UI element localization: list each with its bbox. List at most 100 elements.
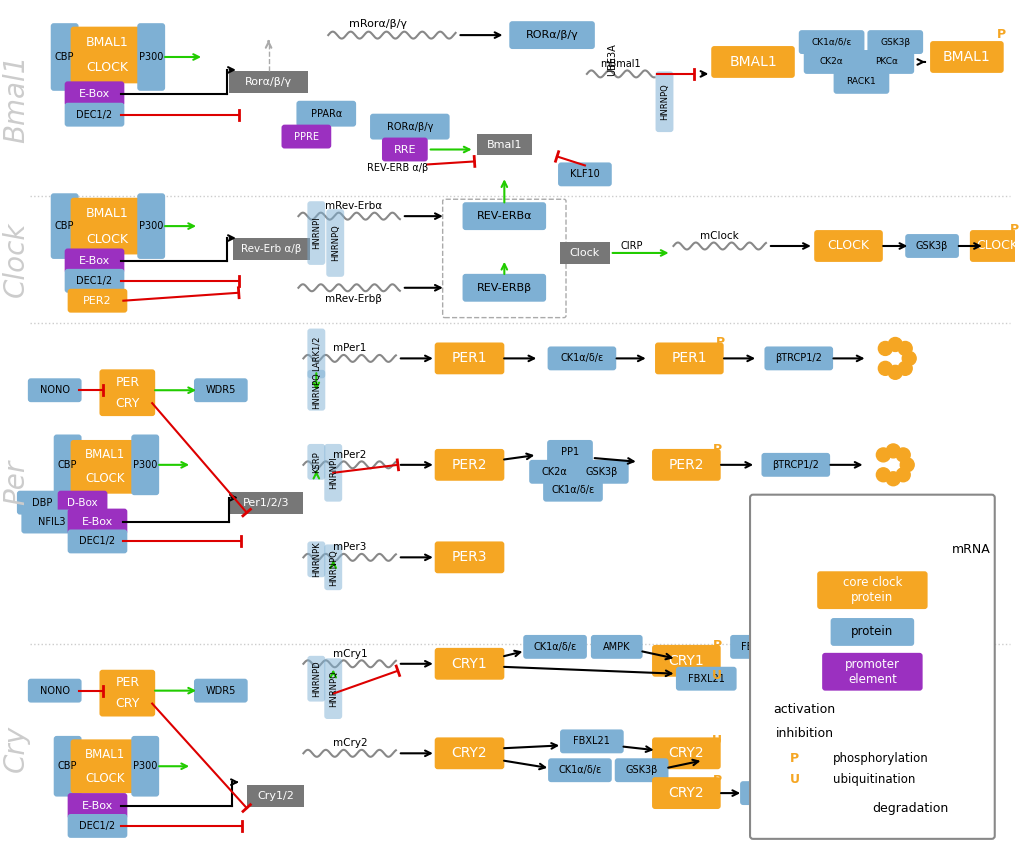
Circle shape bbox=[785, 789, 803, 807]
Circle shape bbox=[805, 789, 822, 807]
Text: DEC1/2: DEC1/2 bbox=[79, 821, 115, 831]
FancyBboxPatch shape bbox=[307, 329, 325, 378]
Circle shape bbox=[877, 361, 892, 375]
Text: CK1α/δ/ε: CK1α/δ/ε bbox=[811, 37, 851, 47]
Text: HNRNPQ: HNRNPQ bbox=[328, 670, 337, 707]
Text: P: P bbox=[1009, 222, 1018, 235]
Text: promoter
element: promoter element bbox=[844, 658, 899, 686]
Text: E-Box: E-Box bbox=[82, 801, 113, 811]
FancyBboxPatch shape bbox=[821, 653, 922, 691]
FancyBboxPatch shape bbox=[64, 102, 124, 127]
Text: HNRNPQ: HNRNPQ bbox=[330, 225, 339, 261]
Text: phosphorylation: phosphorylation bbox=[832, 752, 927, 765]
Circle shape bbox=[902, 352, 915, 365]
Text: inhibition: inhibition bbox=[775, 727, 833, 740]
Circle shape bbox=[886, 472, 900, 486]
Text: P300: P300 bbox=[139, 221, 163, 231]
FancyBboxPatch shape bbox=[749, 495, 994, 838]
Text: mRNA: mRNA bbox=[951, 542, 989, 556]
FancyBboxPatch shape bbox=[614, 759, 667, 782]
Text: PER3: PER3 bbox=[451, 550, 487, 564]
Text: CLOCK: CLOCK bbox=[976, 240, 1018, 253]
Circle shape bbox=[795, 813, 813, 831]
Text: Bmal1: Bmal1 bbox=[2, 55, 30, 143]
FancyBboxPatch shape bbox=[858, 50, 913, 74]
Bar bbox=[559, 242, 609, 264]
Text: PER: PER bbox=[115, 676, 140, 689]
FancyBboxPatch shape bbox=[307, 542, 325, 577]
FancyBboxPatch shape bbox=[542, 477, 602, 502]
Text: FBXL3: FBXL3 bbox=[750, 788, 781, 798]
Text: BMAL1: BMAL1 bbox=[943, 50, 989, 64]
FancyBboxPatch shape bbox=[434, 542, 503, 573]
Text: activation: activation bbox=[773, 703, 835, 716]
Text: PKCα: PKCα bbox=[874, 57, 897, 67]
FancyBboxPatch shape bbox=[590, 635, 642, 659]
FancyBboxPatch shape bbox=[381, 137, 427, 161]
Text: WDR5: WDR5 bbox=[206, 686, 235, 695]
FancyBboxPatch shape bbox=[710, 46, 794, 78]
FancyBboxPatch shape bbox=[281, 125, 331, 148]
Text: Rorα/β/γ: Rorα/β/γ bbox=[245, 77, 291, 87]
FancyBboxPatch shape bbox=[557, 162, 611, 187]
Text: Clock: Clock bbox=[2, 221, 30, 297]
Text: HNRNPD: HNRNPD bbox=[312, 661, 321, 697]
Text: NONO: NONO bbox=[40, 686, 69, 695]
Text: Rev-Erb α/β: Rev-Erb α/β bbox=[242, 244, 302, 254]
Bar bbox=[229, 491, 303, 514]
Text: FBXL21: FBXL21 bbox=[573, 736, 609, 746]
FancyBboxPatch shape bbox=[100, 391, 155, 416]
FancyBboxPatch shape bbox=[654, 343, 722, 374]
FancyBboxPatch shape bbox=[324, 658, 341, 719]
Text: P: P bbox=[790, 752, 799, 765]
Text: HNRNPK: HNRNPK bbox=[312, 542, 321, 577]
Text: PER1: PER1 bbox=[451, 352, 487, 365]
FancyBboxPatch shape bbox=[676, 667, 736, 691]
Text: U: U bbox=[878, 790, 889, 803]
Text: WDR5: WDR5 bbox=[206, 385, 235, 395]
FancyBboxPatch shape bbox=[740, 781, 791, 805]
FancyBboxPatch shape bbox=[761, 453, 829, 477]
FancyBboxPatch shape bbox=[547, 346, 615, 371]
Text: REV-ERBα: REV-ERBα bbox=[476, 211, 532, 221]
Text: CRY1: CRY1 bbox=[667, 654, 703, 667]
FancyBboxPatch shape bbox=[100, 370, 155, 395]
Circle shape bbox=[867, 743, 881, 757]
Circle shape bbox=[858, 720, 871, 733]
Text: BMAL1: BMAL1 bbox=[729, 55, 776, 69]
Circle shape bbox=[898, 341, 911, 355]
Text: GSK3β: GSK3β bbox=[585, 467, 618, 477]
Text: CBP: CBP bbox=[55, 52, 74, 62]
FancyBboxPatch shape bbox=[798, 30, 863, 54]
Text: CRY1: CRY1 bbox=[451, 657, 487, 671]
FancyBboxPatch shape bbox=[324, 544, 341, 590]
FancyBboxPatch shape bbox=[70, 740, 141, 769]
FancyBboxPatch shape bbox=[307, 201, 325, 265]
Circle shape bbox=[805, 809, 822, 827]
FancyBboxPatch shape bbox=[17, 490, 66, 515]
Text: BMAL1: BMAL1 bbox=[86, 449, 125, 462]
Text: CLOCK: CLOCK bbox=[87, 62, 128, 75]
FancyBboxPatch shape bbox=[508, 21, 594, 49]
Text: mPer2: mPer2 bbox=[333, 450, 367, 460]
Text: P: P bbox=[712, 444, 721, 457]
Circle shape bbox=[896, 468, 909, 482]
Text: BMAL1: BMAL1 bbox=[86, 36, 128, 49]
FancyBboxPatch shape bbox=[64, 269, 124, 293]
Text: mBmal1: mBmal1 bbox=[600, 59, 640, 69]
Circle shape bbox=[875, 448, 890, 462]
FancyBboxPatch shape bbox=[100, 670, 155, 695]
Text: Per1/2/3: Per1/2/3 bbox=[244, 497, 289, 508]
Text: mCry1: mCry1 bbox=[332, 649, 367, 659]
Text: mRev-Erbα: mRev-Erbα bbox=[324, 201, 381, 211]
Bar bbox=[228, 71, 308, 93]
FancyBboxPatch shape bbox=[194, 378, 248, 402]
Text: mCry2: mCry2 bbox=[332, 739, 367, 748]
FancyBboxPatch shape bbox=[67, 814, 127, 838]
Text: U: U bbox=[878, 669, 889, 682]
Text: CRY: CRY bbox=[115, 697, 140, 710]
Text: core clock
protein: core clock protein bbox=[842, 576, 901, 604]
Text: REV-ERBβ: REV-ERBβ bbox=[476, 283, 531, 293]
FancyBboxPatch shape bbox=[64, 82, 124, 106]
Text: CRY1: CRY1 bbox=[835, 654, 870, 667]
